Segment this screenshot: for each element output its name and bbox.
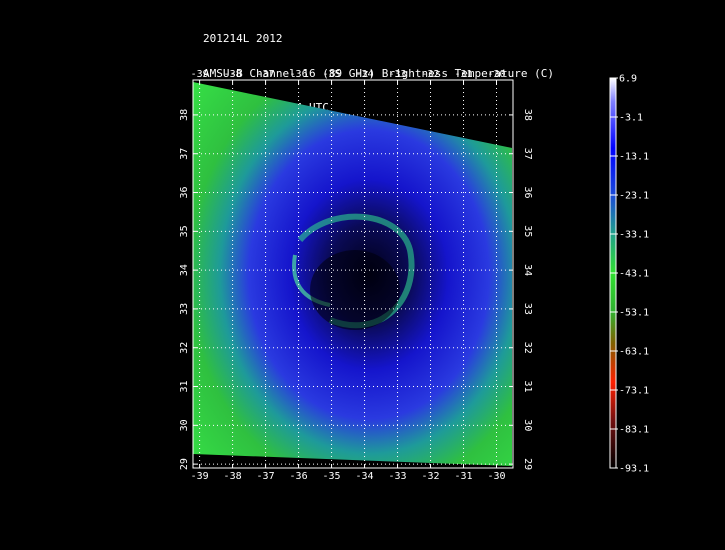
y-tick-label: 36 [179,186,190,198]
x-tick-labels-top: -39 -38 -37 -36 -35 -34 -33 -32 -31 -30 [191,69,506,80]
chart-title: AMSU-B Channel 16 (89 GHz) Brightness Te… [203,66,554,80]
x-tick-label: -39 [191,471,209,482]
y-tick-label: 34 [179,264,190,276]
x-tick-label: -34 [356,471,374,482]
y-tick-label: 37 [522,148,533,160]
colorbar-label: -73.1 [619,386,649,397]
x-tick-label: -39 [191,69,209,80]
colorbar-label: -43.1 [619,269,649,280]
y-tick-label: 32 [179,342,190,354]
plot-frame [192,79,514,469]
x-tick-label: -32 [421,471,439,482]
y-tick-label: 30 [179,419,190,431]
x-tick-label: -32 [421,69,439,80]
x-tick-label: -36 [290,471,308,482]
y-tick-label: 35 [522,225,533,237]
colorbar-label: -93.1 [619,464,649,475]
y-tick-label: 33 [179,303,190,315]
x-tick-label: -30 [487,69,505,80]
colorbar-label: -23.1 [619,191,649,202]
grid-lines-x [199,80,498,468]
y-tick-label: 31 [179,380,190,392]
y-tick-label: 37 [179,148,190,160]
x-tick-label: -30 [487,471,505,482]
colorbar-label: -63.1 [619,347,649,358]
x-tick-label: -36 [290,69,308,80]
x-tick-label: -35 [323,69,341,80]
x-tick-label: -38 [224,69,242,80]
storm-id: 201214L 2012 [203,32,283,45]
y-tick-label: 38 [522,109,533,121]
colorbar-labels: 6.9 -3.1 -13.1 -23.1 -33.1 -43.1 -53.1 -63.1 -73… [610,74,649,475]
y-tick-label: 34 [522,264,533,276]
y-tick-label: 29 [522,458,533,470]
colorbar-label: -53.1 [619,308,649,319]
y-tick-label: 33 [522,303,533,315]
colorbar-label: -33.1 [619,230,649,241]
y-tick-label: 31 [522,380,533,392]
x-tick-labels-bottom: -39 -38 -37 -36 -35 -34 -33 -32 -31 -30 [191,471,506,482]
y-tick-label: 35 [179,225,190,237]
x-tick-label: -31 [454,471,472,482]
x-tick-label: -31 [454,69,472,80]
colorbar-label: -3.1 [619,113,643,124]
colorbar-label: -83.1 [619,425,649,436]
y-tick-label: 38 [179,109,190,121]
x-tick-label: -35 [323,471,341,482]
x-tick-label: -38 [224,471,242,482]
x-tick-label: -37 [257,471,275,482]
colorbar-label: -13.1 [619,152,649,163]
colorbar-label: 6.9 [619,74,637,85]
y-tick-label: 32 [522,342,533,354]
y-tick-labels-right: 29 30 31 32 33 34 35 36 37 38 [522,109,533,470]
brightness-image [193,82,512,466]
y-tick-label: 36 [522,186,533,198]
y-tick-label: 30 [522,419,533,431]
y-tick-labels-left: 29 30 31 32 33 34 35 36 37 38 [179,109,190,470]
x-tick-label: -37 [257,69,275,80]
x-tick-label: -33 [389,471,407,482]
grid-lines-y [193,114,513,465]
y-tick-label: 29 [179,458,190,470]
x-tick-label: -33 [389,69,407,80]
x-tick-label: -34 [356,69,374,80]
